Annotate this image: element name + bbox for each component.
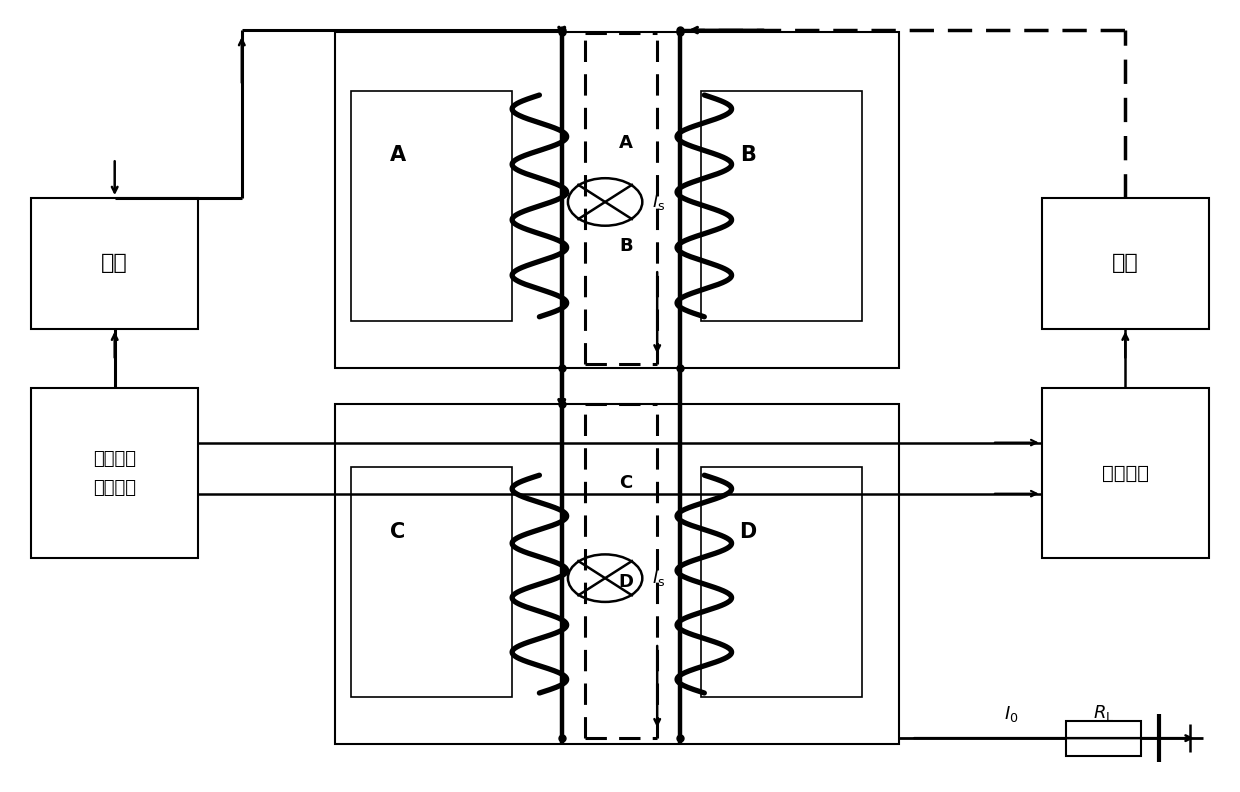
Text: B: B: [620, 237, 632, 254]
Text: D: D: [619, 573, 634, 591]
Text: $I_\mathrm{s}$: $I_\mathrm{s}$: [652, 568, 666, 588]
Bar: [31, 198, 198, 329]
Text: 驱动: 驱动: [102, 253, 128, 273]
Bar: [701, 91, 862, 321]
Text: A: A: [389, 146, 407, 166]
Bar: [351, 467, 512, 697]
Text: $R_\mathrm{L}$: $R_\mathrm{L}$: [1092, 703, 1115, 723]
Text: C: C: [391, 522, 405, 542]
Bar: [1042, 198, 1209, 329]
Text: 功放: 功放: [1112, 253, 1138, 273]
Bar: [335, 32, 899, 368]
Text: $I_\mathrm{s}$: $I_\mathrm{s}$: [652, 192, 666, 212]
Bar: [1042, 388, 1209, 558]
Text: A: A: [619, 134, 634, 151]
Text: $I_\mathrm{0}$: $I_\mathrm{0}$: [1004, 704, 1019, 725]
Bar: [31, 388, 198, 558]
Bar: [351, 91, 512, 321]
Text: B: B: [740, 146, 755, 166]
Text: 信号调理: 信号调理: [1102, 464, 1148, 482]
Bar: [701, 467, 862, 697]
Text: C: C: [620, 474, 632, 492]
Text: 激励信号
产生电路: 激励信号 产生电路: [93, 450, 136, 497]
Bar: [1066, 721, 1141, 756]
Bar: [335, 404, 899, 744]
Text: D: D: [739, 522, 756, 542]
